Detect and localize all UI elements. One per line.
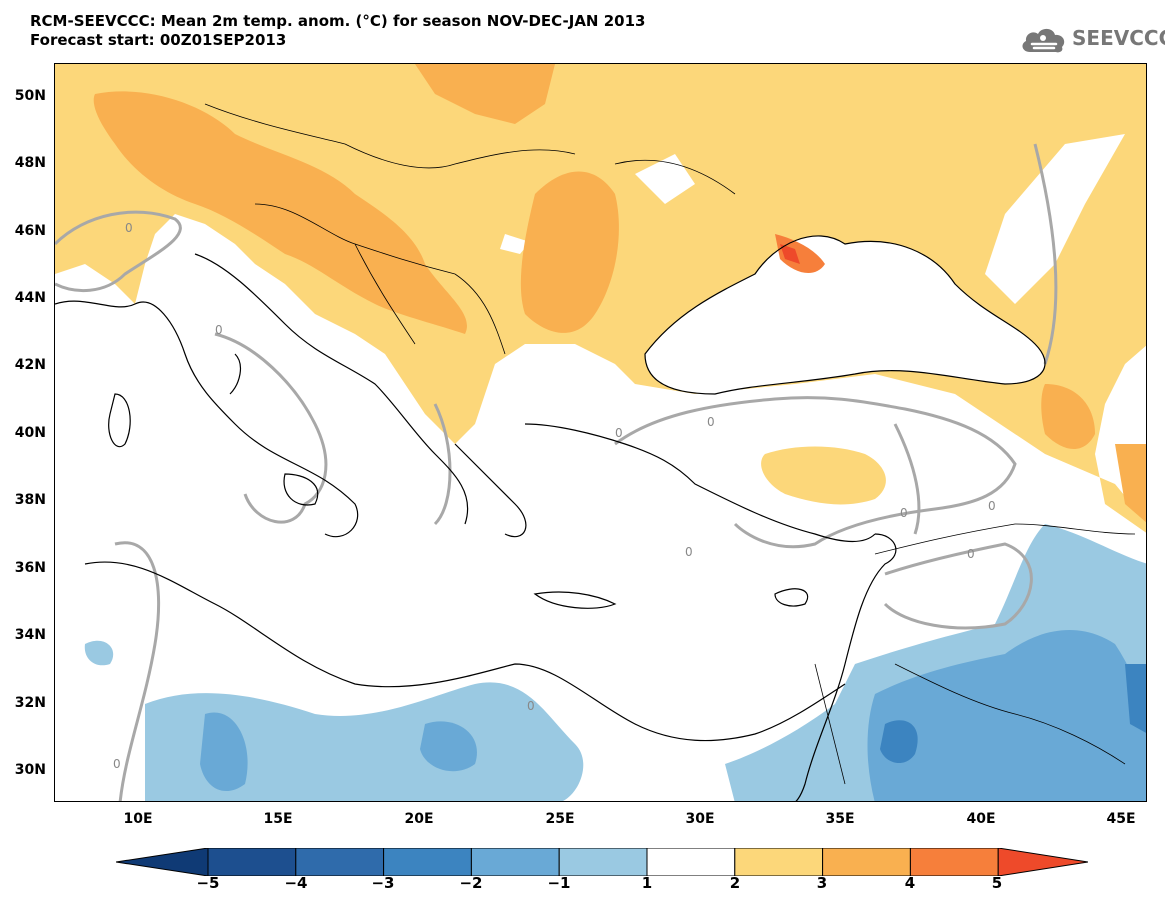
contour-label: 0: [988, 499, 996, 513]
warm-2-patch-4: [1041, 384, 1095, 449]
lon-label: 20E: [404, 811, 434, 827]
contour-labels: 0 0 0 0 0 0 0 0 0 0: [113, 221, 996, 771]
warm-2-patch-2: [520, 171, 619, 333]
lon-label: 35E: [825, 811, 855, 827]
zero-contour-lines: [55, 143, 1058, 801]
seevccc-logo: SEEVCCC: [1018, 20, 1165, 60]
lon-label: 40E: [966, 811, 996, 827]
contour-label: 0: [527, 699, 535, 713]
warm-2-patch-1: [93, 91, 467, 334]
title-line-2: Forecast start: 00Z01SEP2013: [30, 31, 287, 49]
colorbar-label: −1: [547, 874, 571, 892]
cool-west: [84, 640, 114, 666]
coastlines: [55, 235, 1046, 801]
country-borders: [204, 103, 1136, 785]
lat-label: 42N: [14, 357, 46, 373]
warm-2-patch-5: [1115, 444, 1146, 523]
colorbar-label: 2: [729, 874, 741, 892]
logo-text: SEEVCCC: [1072, 26, 1165, 50]
contour-label: 0: [215, 323, 223, 337]
map-title: RCM-SEEVCCC: Mean 2m temp. anom. (°C) fo…: [30, 12, 645, 50]
colorbar-bin: [207, 848, 297, 876]
title-line-1: RCM-SEEVCCC: Mean 2m temp. anom. (°C) fo…: [30, 12, 646, 30]
warm-region-turkey: [761, 446, 886, 505]
colorbar-label: 4: [904, 874, 916, 892]
colorbar-label: −3: [371, 874, 395, 892]
cool-2-africa-b: [420, 721, 477, 772]
map-area: 0 0 0 0 0 0 0 0 0 0: [54, 63, 1147, 802]
colorbar-bin: [909, 848, 999, 876]
cool-3-east: [1125, 664, 1146, 733]
contour-label: 0: [900, 506, 908, 520]
lon-label: 25E: [545, 811, 575, 827]
colorbar-arrow-left: [116, 848, 209, 876]
contour-label: 0: [615, 426, 623, 440]
colorbar-bin: [822, 848, 911, 876]
lat-label: 34N: [14, 627, 46, 643]
lat-label: 32N: [14, 695, 46, 711]
lat-label: 38N: [14, 492, 46, 508]
cloud-icon: [1022, 28, 1065, 53]
lat-label: 46N: [14, 223, 46, 239]
cool-2-africa: [200, 712, 248, 792]
lat-label: 36N: [14, 560, 46, 576]
black-sea: [645, 235, 1045, 394]
colorbar-bin: [558, 848, 648, 876]
colorbar-bin: [646, 848, 736, 876]
colorbar-bin: [734, 848, 824, 876]
lat-label: 50N: [14, 88, 46, 104]
colorbar-bin: [383, 848, 472, 876]
lat-label: 48N: [14, 155, 46, 171]
warm-2-patch-3: [415, 64, 555, 124]
lon-label: 45E: [1106, 811, 1136, 827]
colorbar-label: 5: [991, 874, 1003, 892]
warm-4-crimea: [780, 244, 800, 264]
contour-label: 0: [707, 415, 715, 429]
colorbar-bin: [470, 848, 560, 876]
colorbar-bin: [295, 848, 385, 876]
contour-label: 0: [967, 547, 975, 561]
colorbar-label: 3: [816, 874, 828, 892]
colorbar: [116, 848, 1088, 876]
cool-2-southeast: [867, 630, 1146, 801]
contour-label: 0: [685, 545, 693, 559]
lat-label: 44N: [14, 290, 46, 306]
lon-label: 30E: [685, 811, 715, 827]
cool-region-africa: [145, 682, 584, 801]
colorbar-label: −2: [459, 874, 483, 892]
cool-3-southeast: [880, 720, 918, 764]
contour-label: 0: [125, 221, 133, 235]
lon-label: 10E: [123, 811, 153, 827]
colorbar-label: −5: [196, 874, 220, 892]
colorbar-label: −4: [284, 874, 308, 892]
colorbar-arrow-right: [997, 848, 1088, 876]
lat-label: 30N: [14, 762, 46, 778]
lon-label: 15E: [263, 811, 293, 827]
contour-label: 0: [113, 757, 121, 771]
anomaly-map: 0 0 0 0 0 0 0 0 0 0: [55, 64, 1146, 801]
lat-label: 40N: [14, 425, 46, 441]
colorbar-label: 1: [641, 874, 653, 892]
